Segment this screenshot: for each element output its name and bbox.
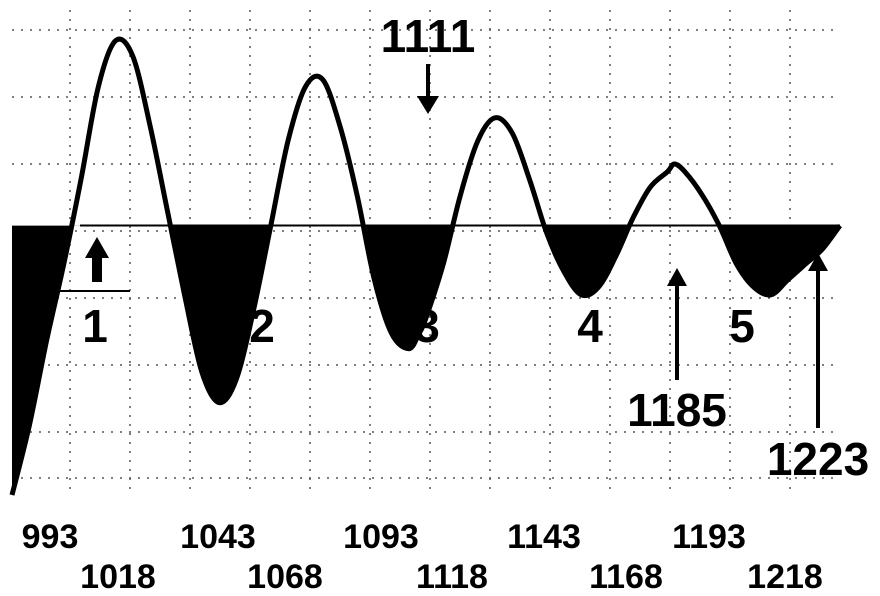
zone-label: 4 bbox=[577, 300, 603, 352]
annotation-label: 1223 bbox=[767, 433, 869, 485]
up-arrow-marker bbox=[85, 237, 109, 282]
x-tick-label: 1018 bbox=[80, 558, 156, 596]
up-arrow-icon bbox=[85, 237, 109, 282]
zone-label: 2 bbox=[249, 300, 275, 352]
x-tick-label: 993 bbox=[22, 518, 79, 556]
zone-label: 5 bbox=[729, 300, 755, 352]
annotation-label: 1111 bbox=[381, 10, 476, 62]
zone-label: 1 bbox=[82, 300, 108, 352]
annotation-label: 1185 bbox=[627, 384, 727, 436]
x-tick-label: 1193 bbox=[672, 518, 746, 556]
arrow-up-icon bbox=[667, 268, 687, 286]
x-tick-label: 1068 bbox=[247, 558, 323, 596]
x-tick-label: 1218 bbox=[747, 558, 823, 596]
x-tick-label: 1168 bbox=[589, 558, 663, 596]
x-tick-labels: 993 1043 1093 1143 1193 1018 1068 1118 1168 1218 bbox=[22, 518, 823, 596]
x-tick-label: 1093 bbox=[343, 518, 419, 556]
x-tick-label: 1143 bbox=[507, 518, 581, 556]
x-tick-label: 1043 bbox=[180, 518, 256, 556]
arrow-down-icon bbox=[417, 96, 439, 114]
x-tick-label: 1118 bbox=[416, 558, 488, 596]
zone-labels: 1 2 3 4 5 bbox=[82, 300, 755, 352]
zone-label: 3 bbox=[414, 300, 440, 352]
